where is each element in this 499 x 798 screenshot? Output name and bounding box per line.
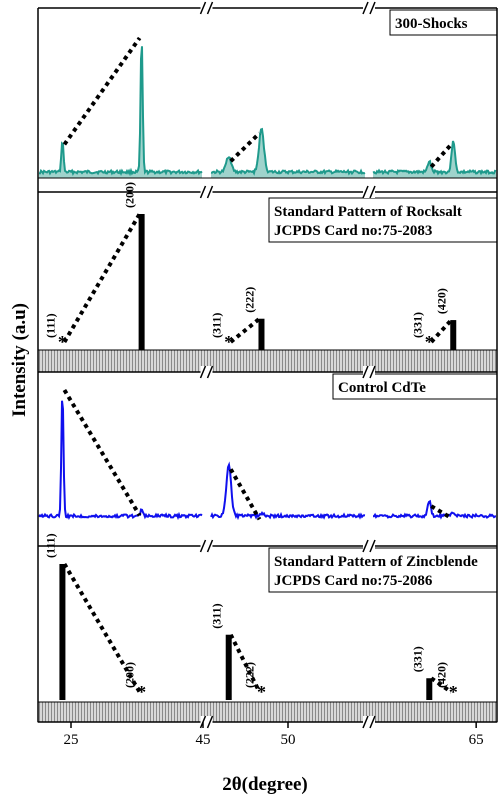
- zincblende-baseline-band: [37, 701, 498, 723]
- axis-break-slash-a: [362, 365, 369, 379]
- axis-break-marker-1-0: [362, 1, 376, 15]
- zincblende-stick-4: [426, 678, 433, 700]
- shocks-line-1: [210, 127, 366, 176]
- axis-break-slash-a: [199, 185, 207, 199]
- shocks-tie-line-0: [62, 36, 142, 146]
- panel-zincblende: (111)*(200)(311)*(222)(331)*(420)Standar…: [37, 533, 498, 723]
- axis-break-slash-a: [362, 1, 369, 15]
- rocksalt-tie-line-2: [429, 318, 453, 344]
- axis-break-marker-1-4: [362, 715, 376, 729]
- axis-break-marker-0-3: [199, 539, 214, 553]
- rocksalt-asterisk-4: *: [425, 332, 434, 352]
- rocksalt-hkl-5: (420): [434, 288, 448, 314]
- zincblende-asterisk-3: *: [257, 682, 266, 702]
- x-axis-label: 2θ(degree): [222, 774, 308, 795]
- x-tick-label-0: 25: [64, 732, 79, 748]
- axis-break-slash-a: [362, 715, 369, 729]
- panel-control: Control CdTe: [38, 373, 498, 521]
- zincblende-asterisk-1: *: [137, 682, 146, 702]
- rocksalt-hkl-2: (311): [210, 313, 224, 338]
- rocksalt-hkl-1: (200): [123, 182, 137, 208]
- axis-break-slash-b: [369, 185, 376, 199]
- y-axis-label: Intensity (a.u): [9, 303, 30, 417]
- panel-rocksalt: *(111)(200)*(311)(222)*(331)(420)Standar…: [37, 182, 498, 373]
- zincblende-label-text-0: Standard Pattern of Zincblende: [274, 554, 478, 570]
- rocksalt-hkl-3: (222): [242, 287, 256, 313]
- axis-break-slash-a: [199, 1, 207, 15]
- rocksalt-label-text-1: JCPDS Card no:75-2083: [274, 223, 432, 239]
- shocks-line-2: [372, 140, 497, 176]
- axis-break-slash-b: [369, 539, 376, 553]
- zincblende-hkl-5: (420): [434, 662, 448, 688]
- shocks-label-text-0: 300-Shocks: [395, 16, 468, 32]
- x-tick-label-2: 50: [281, 732, 296, 748]
- axis-break-slash-b: [206, 185, 214, 199]
- control-tie-line-2: [430, 504, 453, 520]
- rocksalt-asterisk-0: *: [58, 332, 67, 352]
- shocks-line-0: [38, 46, 203, 177]
- rocksalt-tie-line-0: [62, 212, 142, 344]
- zincblende-hkl-4: (331): [410, 646, 424, 672]
- axis-break-slash-b: [369, 1, 376, 15]
- rocksalt-baseline-band: [37, 349, 498, 373]
- x-tick-label-3: 65: [469, 732, 484, 748]
- rocksalt-label-text-0: Standard Pattern of Rocksalt: [274, 204, 462, 220]
- zincblende-stick-0: [59, 564, 66, 700]
- control-line-1: [210, 461, 366, 521]
- shocks-label-box: [389, 9, 498, 36]
- zincblende-tie-line-1: [228, 633, 262, 693]
- rocksalt-stick-1: [138, 214, 145, 350]
- axes-layer: 25 45 50 65: [37, 1, 498, 748]
- axis-break-slash-b: [206, 1, 214, 15]
- axis-break-slash-b: [369, 365, 376, 379]
- axis-break-marker-1-3: [362, 539, 376, 553]
- zincblende-label-text-1: JCPDS Card no:75-2086: [274, 573, 433, 589]
- axis-break-marker-1-1: [362, 185, 376, 199]
- axis-break-slash-b: [206, 715, 214, 729]
- control-line-0: [38, 400, 203, 521]
- axis-break-marker-0-0: [199, 1, 214, 15]
- zincblende-label-box: [268, 547, 498, 593]
- control-line-2: [373, 499, 496, 520]
- panel-shocks: 300-Shocks: [38, 9, 498, 179]
- shocks-area-2: [373, 141, 496, 178]
- rocksalt-stick-3: [258, 318, 265, 350]
- panels-layer: 300-Shocks*(111)(200)*(311)(222)*(331)(4…: [37, 9, 498, 723]
- rocksalt-asterisk-2: *: [224, 332, 233, 352]
- zincblende-asterisk-5: *: [449, 682, 458, 702]
- control-label-text-0: Control CdTe: [338, 380, 426, 396]
- axis-break-marker-1-2: [362, 365, 376, 379]
- control-tie-line-0: [62, 388, 142, 517]
- axis-break-slash-b: [206, 365, 214, 379]
- shocks-tie-line-1: [229, 131, 261, 163]
- axis-break-slash-b: [206, 539, 214, 553]
- axis-break-marker-0-2: [199, 365, 214, 379]
- control-tie-line-1: [228, 468, 262, 521]
- axis-break-slash-a: [362, 539, 369, 553]
- rocksalt-label-box: [268, 197, 498, 243]
- x-tick-label-1: 45: [196, 732, 211, 748]
- rocksalt-hkl-0: (111): [43, 313, 57, 338]
- shocks-tie-line-2: [429, 143, 453, 169]
- rocksalt-tie-line-1: [229, 317, 261, 344]
- rocksalt-stick-5: [450, 320, 457, 350]
- zincblende-hkl-2: (311): [210, 603, 224, 628]
- axis-break-slash-a: [199, 539, 207, 553]
- axis-break-slash-a: [199, 365, 207, 379]
- rocksalt-hkl-4: (331): [410, 312, 424, 338]
- axis-break-marker-0-1: [199, 185, 214, 199]
- zincblende-stick-2: [225, 634, 232, 700]
- zincblende-tie-line-0: [62, 562, 142, 694]
- axis-break-slash-b: [369, 715, 376, 729]
- axis-break-slash-a: [362, 185, 369, 199]
